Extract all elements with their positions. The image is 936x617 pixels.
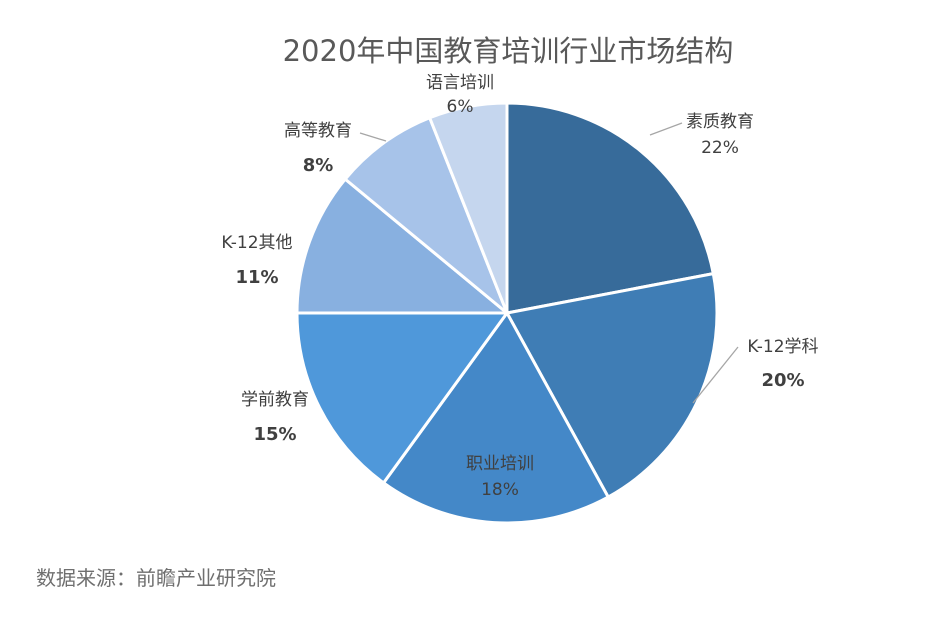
slice-label-7: 语言培训	[426, 73, 494, 93]
leader-lines	[359, 122, 739, 404]
slice-label-2: K-12学科	[747, 337, 818, 357]
slice-labels: 素质教育 22% K-12学科 20% 职业培训 18% 学前教育 15% K-12其他 11% 高…	[221, 73, 818, 500]
pie-slice-2	[505, 272, 719, 499]
slice-label-3: 职业培训	[466, 454, 534, 474]
slice-value-7: 6%	[447, 97, 474, 117]
slice-value-3: 18%	[481, 480, 519, 500]
leader-line-2	[692, 346, 739, 404]
slice-value-2: 20%	[761, 370, 804, 391]
slice-value-6: 8%	[303, 155, 334, 176]
pie-slice-6	[343, 116, 509, 315]
pie-slice-4	[295, 311, 509, 485]
slice-value-4: 15%	[253, 424, 296, 445]
pie-slice-7	[428, 101, 509, 315]
chart-title: 2020年中国教育培训行业市场结构	[282, 34, 734, 68]
pie-slice-3	[382, 311, 610, 525]
slice-label-6: 高等教育	[284, 121, 352, 141]
source-note: 数据来源：前瞻产业研究院	[36, 566, 276, 590]
slice-label-1: 素质教育	[686, 112, 754, 132]
pie-slice-5	[295, 177, 509, 315]
slice-label-5: K-12其他	[221, 233, 292, 253]
pie-slice-1	[505, 101, 715, 315]
slice-value-5: 11%	[235, 267, 278, 288]
leader-line-6	[359, 132, 387, 142]
pie-slices	[295, 101, 719, 525]
leader-line-1	[649, 122, 683, 136]
slice-value-1: 22%	[701, 138, 739, 158]
slice-label-4: 学前教育	[241, 390, 309, 410]
